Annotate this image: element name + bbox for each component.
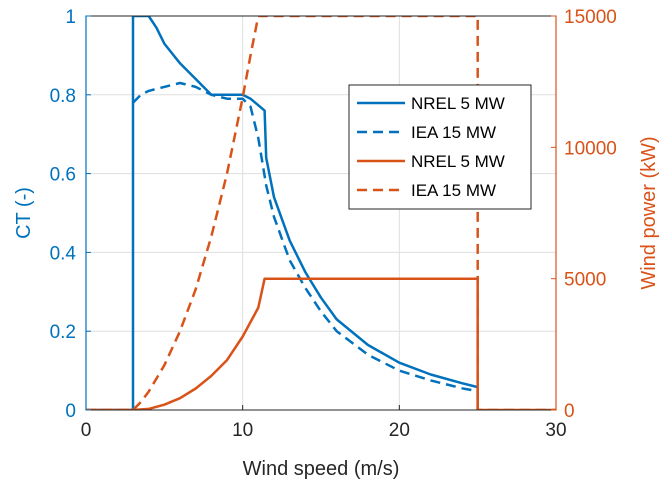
- legend-label: NREL 5 MW: [411, 94, 505, 113]
- y-right-tick-label: 15000: [564, 7, 617, 28]
- y-left-tick-label: 0: [65, 401, 76, 422]
- series-line-ct-nrel-5mw: [86, 16, 479, 410]
- plot-frame: [85, 15, 557, 411]
- legend-label: NREL 5 MW: [411, 152, 505, 171]
- y-right-tick-label: 10000: [564, 138, 617, 159]
- legend-label: IEA 15 MW: [411, 123, 496, 142]
- series-line-power-nrel-5mw: [86, 277, 556, 410]
- x-axis-label: Wind speed (m/s): [243, 458, 400, 480]
- y-axis-right-label: Wind power (kW): [638, 136, 660, 289]
- legend-label: IEA 15 MW: [411, 181, 496, 200]
- axes: [85, 15, 557, 411]
- y-right-tick-label: 0: [564, 401, 575, 422]
- legend-box: [348, 84, 532, 210]
- series-line-power-iea-15mw: [86, 16, 556, 410]
- x-tick-label: 20: [389, 420, 410, 441]
- legend: NREL 5 MW IEA 15 MW NREL 5 MW IEA 15 MW: [348, 84, 532, 210]
- y-left-tick-label: 0.4: [50, 243, 77, 264]
- y-left-tick-label: 0.2: [50, 322, 76, 343]
- y-right-tick-label: 5000: [564, 270, 606, 291]
- series-line-ct-iea-15mw: [132, 81, 479, 410]
- x-tick-label: 0: [81, 420, 92, 441]
- x-tick-label: 10: [232, 420, 253, 441]
- y-left-tick-label: 0.8: [50, 86, 76, 107]
- grid: [85, 15, 557, 411]
- y-left-tick-label: 1: [65, 7, 76, 28]
- y-left-tick-label: 0.6: [50, 165, 76, 186]
- x-tick-label: 30: [545, 420, 566, 441]
- y-axis-left-label: CT (-): [13, 187, 35, 239]
- plot-lines: [86, 16, 556, 410]
